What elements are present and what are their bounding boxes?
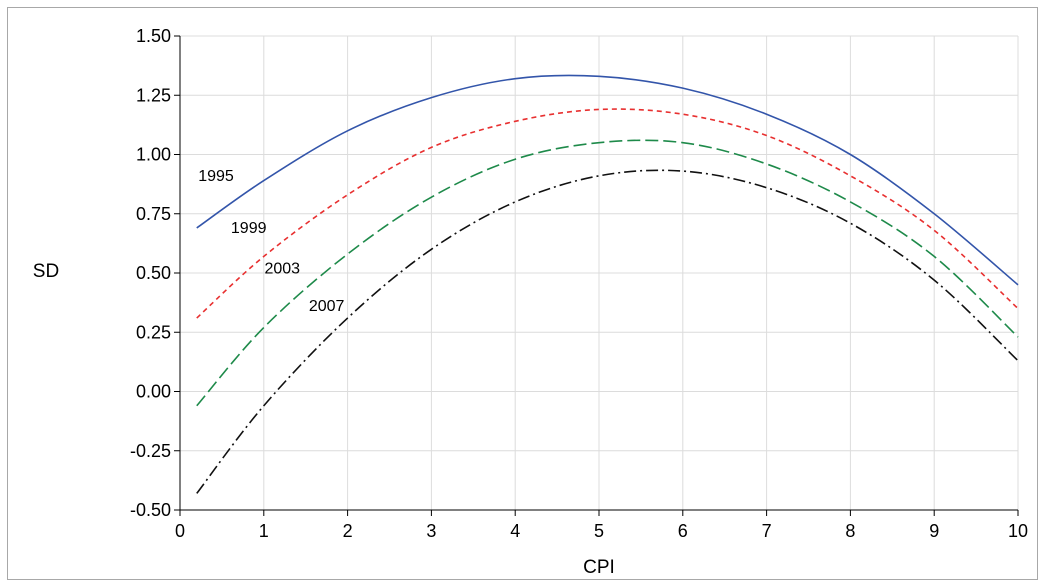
annotation-1999: 1999 <box>231 220 267 237</box>
y-tick-label: 0.00 <box>136 382 171 402</box>
y-tick-label: 1.25 <box>136 85 171 105</box>
x-tick-label: 0 <box>175 521 185 541</box>
y-tick-label: 1.00 <box>136 145 171 165</box>
x-tick-label: 6 <box>678 521 688 541</box>
grid <box>180 36 1018 510</box>
y-tick-label: -0.50 <box>130 500 171 520</box>
x-tick-label: 1 <box>259 521 269 541</box>
annotation-2007: 2007 <box>309 298 345 315</box>
y-tick-label: 0.75 <box>136 204 171 224</box>
y-tick-label: 0.25 <box>136 322 171 342</box>
annotation-1995: 1995 <box>198 168 234 185</box>
x-tick-label: 5 <box>594 521 604 541</box>
y-axis-label: SD <box>33 261 59 282</box>
y-tick-label: -0.25 <box>130 441 171 461</box>
x-tick-label: 2 <box>343 521 353 541</box>
series-line-1995 <box>197 75 1018 284</box>
x-tick-label: 3 <box>426 521 436 541</box>
x-tick-label: 10 <box>1008 521 1028 541</box>
y-tick-label: 1.50 <box>136 26 171 46</box>
series-annotations: 1995 1999 2003 2007 <box>198 168 344 315</box>
series-lines <box>197 75 1018 493</box>
x-tick-labels: 0 1 2 3 4 5 6 7 8 9 10 <box>175 521 1028 541</box>
x-tick-label: 7 <box>762 521 772 541</box>
x-axis-label: CPI <box>583 557 615 578</box>
y-tick-labels: 1.50 1.25 1.00 0.75 0.50 0.25 0.00 -0.25 -0.50 <box>130 26 171 520</box>
x-tick-label: 9 <box>929 521 939 541</box>
axes <box>174 36 1018 516</box>
x-tick-label: 8 <box>845 521 855 541</box>
x-tick-label: 4 <box>510 521 520 541</box>
annotation-2003: 2003 <box>264 260 300 277</box>
y-tick-label: 0.50 <box>136 263 171 283</box>
